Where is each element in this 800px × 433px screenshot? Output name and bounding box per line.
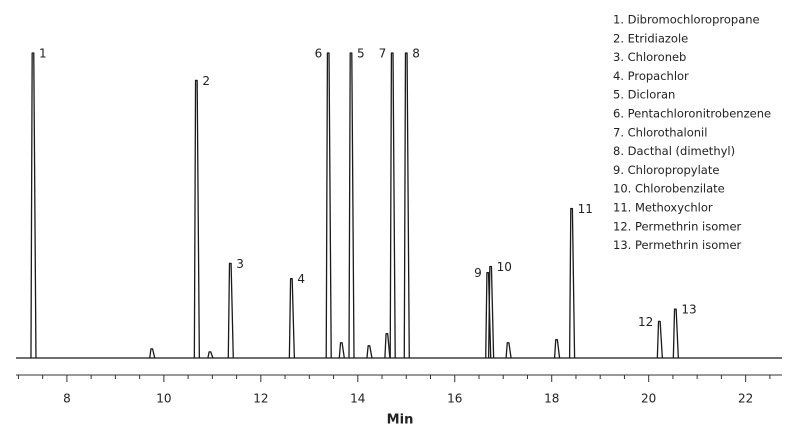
- legend-entry: 7. Chlorothalonil: [613, 125, 707, 139]
- x-tick-label: 16: [447, 392, 462, 406]
- x-tick-label: 12: [253, 392, 268, 406]
- x-tick-label: 8: [63, 392, 71, 406]
- peak-label: 3: [236, 257, 244, 271]
- peak-label: 13: [681, 303, 696, 317]
- legend-entry: 3. Chloroneb: [613, 50, 686, 64]
- peak: [30, 52, 37, 359]
- legend-entry: 1. Dibromochloropropane: [613, 13, 760, 27]
- peak-label: 7: [379, 47, 387, 61]
- peak: [207, 351, 214, 359]
- peak: [553, 339, 561, 359]
- peak: [149, 348, 156, 359]
- x-tick-label: 20: [641, 392, 656, 406]
- peak: [672, 308, 679, 359]
- peak-label: 10: [497, 260, 512, 274]
- legend-entry: 10. Chlorobenzilate: [613, 182, 725, 196]
- legend-entry: 8. Dacthal (dimethyl): [613, 144, 735, 158]
- x-tick-label: 22: [738, 392, 753, 406]
- legend-entry: 11. Methoxychlor: [613, 201, 713, 215]
- legend-entry: 2. Etridiazole: [613, 31, 688, 45]
- legend-entry: 13. Permethrin isomer: [613, 238, 742, 252]
- x-tick-label: 14: [350, 392, 365, 406]
- peak-label: 11: [578, 202, 593, 216]
- legend-entry: 4. Propachlor: [613, 69, 689, 83]
- peak: [487, 265, 495, 359]
- legend-entry: 6. Pentachloronitrobenzene: [613, 107, 771, 121]
- peak: [389, 52, 396, 359]
- peak: [384, 332, 391, 359]
- peak: [193, 79, 200, 359]
- peak: [366, 345, 373, 359]
- peak-label: 8: [412, 47, 420, 61]
- peak-label: 1: [39, 47, 47, 61]
- peak-label: 5: [357, 47, 365, 61]
- peak: [288, 278, 296, 359]
- x-axis-label: Min: [387, 413, 414, 428]
- peak: [505, 342, 512, 359]
- legend-entry: 9. Chloropropylate: [613, 163, 719, 177]
- peak-label: 6: [315, 47, 323, 61]
- peak: [348, 52, 355, 359]
- peak: [403, 52, 410, 359]
- peak-label: 12: [638, 315, 653, 329]
- peak-label: 4: [297, 272, 305, 286]
- x-tick-label: 10: [156, 392, 171, 406]
- legend-entry: 5. Dicloran: [613, 88, 675, 102]
- peak: [656, 320, 663, 359]
- peak-label: 9: [474, 266, 482, 280]
- legend-entry: 12. Permethrin isomer: [613, 219, 742, 233]
- peak: [338, 342, 345, 359]
- peak: [227, 262, 234, 359]
- x-tick-label: 18: [544, 392, 559, 406]
- peak: [568, 207, 576, 359]
- peak: [325, 52, 332, 359]
- peak-label: 2: [202, 74, 210, 88]
